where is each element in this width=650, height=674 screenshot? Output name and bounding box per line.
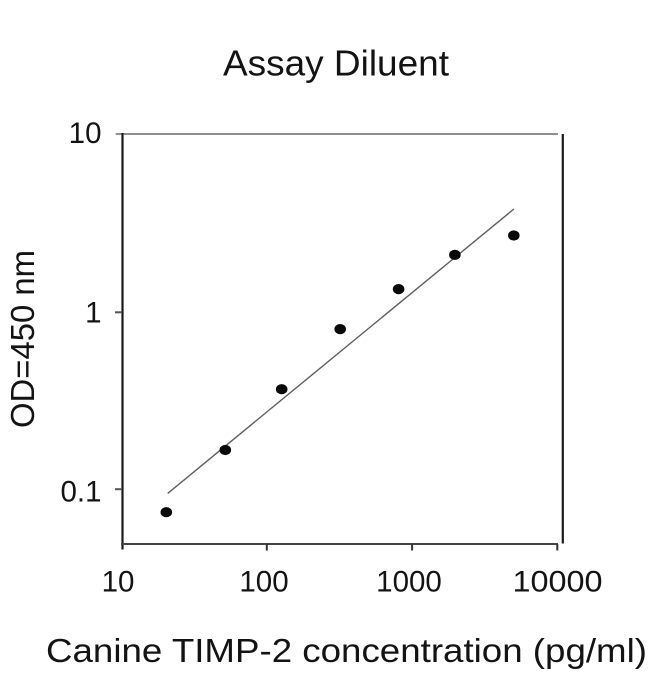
svg-text:OD=450 nm: OD=450 nm: [4, 250, 41, 428]
svg-text:10: 10: [102, 565, 135, 598]
svg-text:100: 100: [239, 565, 288, 598]
svg-text:0.1: 0.1: [60, 475, 101, 508]
svg-text:10000: 10000: [513, 565, 603, 598]
svg-text:Assay Diluent: Assay Diluent: [223, 43, 449, 84]
svg-text:10: 10: [69, 117, 102, 150]
svg-text:1: 1: [85, 296, 101, 329]
svg-text:Canine TIMP-2 concentration (p: Canine TIMP-2 concentration (pg/ml): [46, 632, 647, 669]
svg-text:1000: 1000: [376, 565, 442, 598]
